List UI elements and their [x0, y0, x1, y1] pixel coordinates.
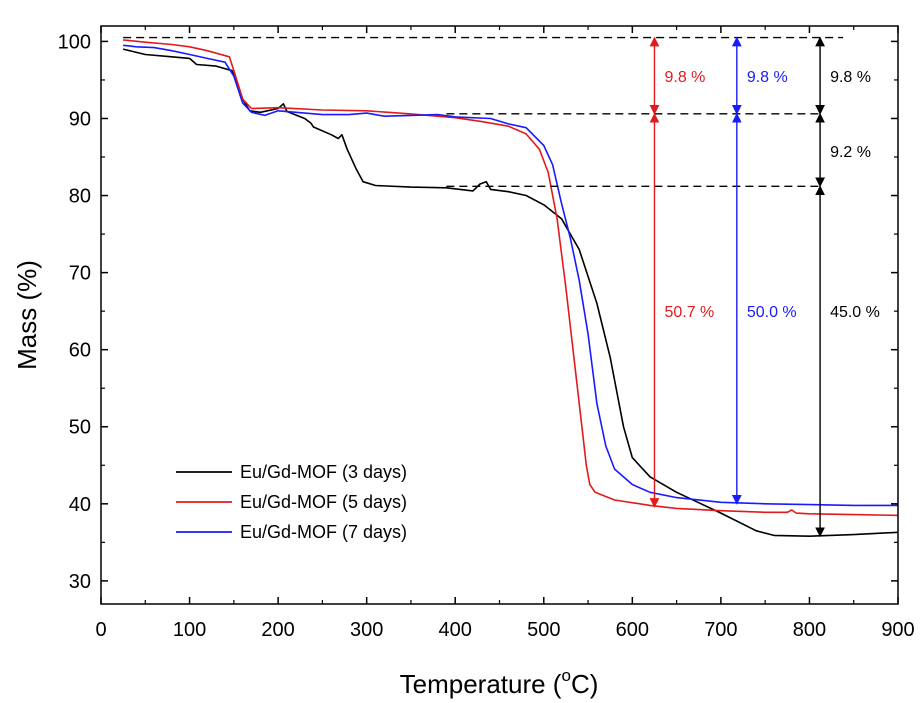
- y-tick-label: 30: [69, 571, 91, 593]
- annotation-label: 45.0 %: [830, 304, 880, 321]
- x-tick-label: 500: [527, 619, 560, 641]
- annotation-label: 9.8 %: [747, 69, 788, 86]
- series-line-2: [123, 39, 899, 517]
- y-tick-label: 90: [69, 108, 91, 130]
- reference-lines: [123, 36, 844, 187]
- x-tick-label: 400: [439, 619, 472, 641]
- y-tick-label: 70: [69, 263, 91, 285]
- y-axis-title: Mass (%): [12, 260, 42, 370]
- annotations: 9.8 % 50.7 % 9.8 % 50.0 % 9.8 % 9.2 % 45.0 %: [649, 36, 880, 538]
- x-axis-title: Temperature (oC): [400, 666, 599, 699]
- y-tick-label: 40: [69, 494, 91, 516]
- x-tick-label: 800: [793, 619, 826, 641]
- y-tick-label: 80: [69, 186, 91, 208]
- annotation-label: 50.7 %: [664, 304, 714, 321]
- x-tick-label: 900: [881, 619, 914, 641]
- x-tick-label: 0: [95, 619, 106, 641]
- series-layer: [122, 39, 899, 538]
- annotation-label: 9.2 %: [830, 144, 871, 161]
- x-tick-label: 200: [261, 619, 294, 641]
- series-line-3: [123, 44, 898, 507]
- x-tick-label: 100: [173, 619, 206, 641]
- legend-label: Eu/Gd-MOF (5 days): [240, 492, 407, 512]
- y-tick-label: 50: [69, 417, 91, 439]
- annotation-label: 50.0 %: [747, 304, 797, 321]
- y-tick-label: 100: [58, 31, 91, 53]
- legend: Eu/Gd-MOF (3 days) Eu/Gd-MOF (5 days) Eu/G…: [176, 462, 407, 542]
- x-tick-label: 700: [704, 619, 737, 641]
- legend-label: Eu/Gd-MOF (7 days): [240, 522, 407, 542]
- annotation-label: 9.8 %: [664, 69, 705, 86]
- series-line-1: [122, 48, 899, 538]
- x-tick-label: 300: [350, 619, 383, 641]
- y-axis: 30 40 50 60 70 80 90 100: [58, 31, 898, 593]
- x-axis: 0 100 200 300 400 500 600 700 800 900: [95, 26, 915, 641]
- x-tick-label: 600: [616, 619, 649, 641]
- y-tick-label: 60: [69, 340, 91, 362]
- annotation-label: 9.8 %: [830, 69, 871, 86]
- legend-label: Eu/Gd-MOF (3 days): [240, 462, 407, 482]
